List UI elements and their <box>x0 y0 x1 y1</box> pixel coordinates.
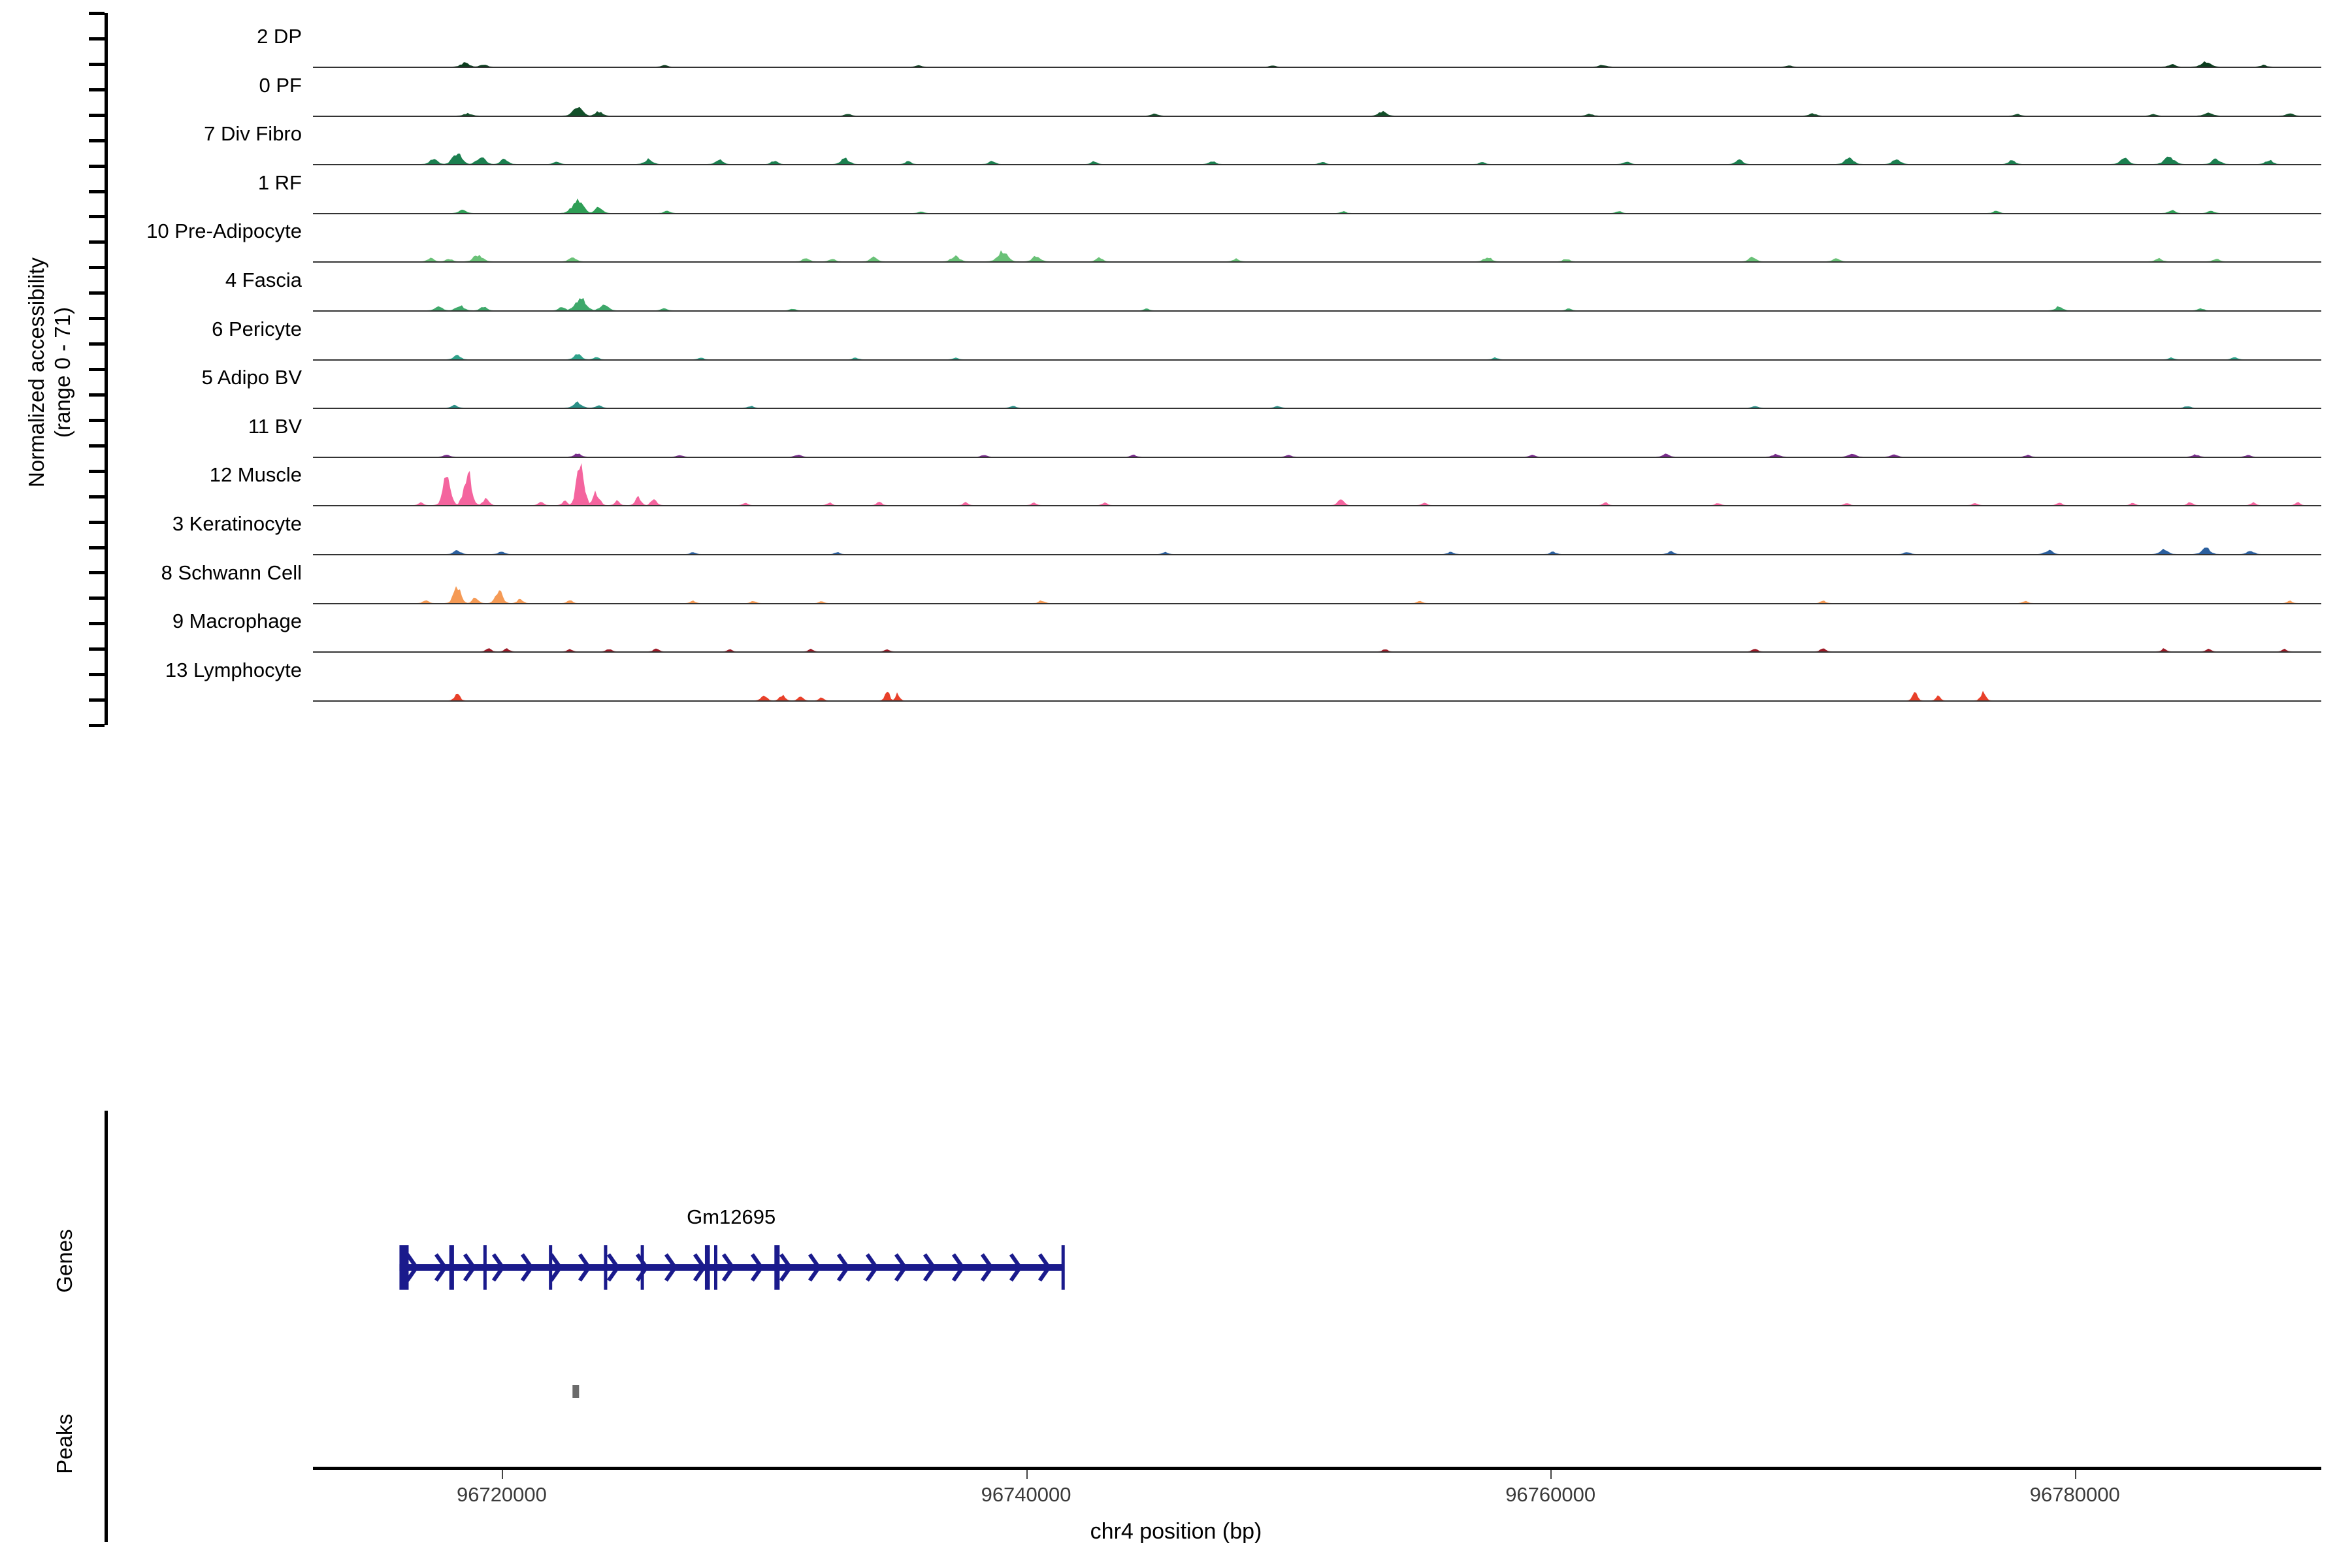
track-baseline <box>313 602 2321 604</box>
track-baseline <box>313 164 2321 166</box>
peaks-section-axis <box>105 1346 108 1542</box>
track-baseline <box>313 554 2321 555</box>
y-axis-tick <box>89 139 105 142</box>
y-axis-tick <box>89 291 105 295</box>
track-signal-dp <box>313 22 2321 67</box>
track-label-dp: 2 DP <box>257 25 302 48</box>
y-axis-tick <box>89 673 105 677</box>
peak-marks[interactable] <box>313 1385 2321 1411</box>
y-axis-tick <box>89 647 105 651</box>
track-label-pericyte: 6 Pericyte <box>212 317 302 340</box>
track-label-schwann-cell: 8 Schwann Cell <box>161 561 302 584</box>
y-axis-tick <box>89 88 105 91</box>
y-axis-tick <box>89 495 105 498</box>
track-signal-bv <box>313 412 2321 457</box>
track-baseline <box>313 261 2321 263</box>
y-axis-tick <box>89 469 105 473</box>
track-baseline <box>313 115 2321 117</box>
y-axis-tick <box>89 546 105 549</box>
track-baseline <box>313 310 2321 312</box>
y-axis-tick <box>89 37 105 41</box>
track-label-macrophage: 9 Macrophage <box>172 610 302 633</box>
track-baseline <box>313 67 2321 68</box>
track-signal-muscle <box>313 461 2321 506</box>
track-label-fascia: 4 Fascia <box>225 269 302 291</box>
x-axis-tick-label: 96760000 <box>1505 1483 1596 1506</box>
track-signal-pf <box>313 71 2321 116</box>
track-label-div-fibro: 7 Div Fibro <box>204 122 302 146</box>
x-axis-tick-label: 96780000 <box>2029 1483 2120 1506</box>
track-baseline <box>313 456 2321 458</box>
track-label-pre-adipocyte: 10 Pre-Adipocyte <box>146 220 302 243</box>
track-baseline <box>313 505 2321 507</box>
y-axis-tick <box>89 215 105 219</box>
y-axis-tick <box>89 596 105 600</box>
y-axis-tick <box>89 571 105 575</box>
gene-body[interactable] <box>313 1228 2321 1307</box>
track-label-bv: 11 BV <box>248 414 302 438</box>
track-signal-fascia <box>313 266 2321 310</box>
track-baseline <box>313 408 2321 410</box>
peaks-section-label: Peaks <box>52 1414 76 1474</box>
y-axis-label-line2: (range 0 - 71) <box>50 307 75 438</box>
track-baseline <box>313 651 2321 653</box>
track-signal-rf <box>313 169 2321 213</box>
y-axis-tick <box>89 62 105 66</box>
track-label-keratinocyte: 3 Keratinocyte <box>172 512 302 535</box>
y-axis-tick <box>89 317 105 321</box>
track-signal-lymphocyte <box>313 656 2321 700</box>
y-axis-tick <box>89 698 105 702</box>
y-axis-label-line1: Normalized accessibility <box>24 257 48 488</box>
x-axis-tick-label: 96720000 <box>456 1483 547 1506</box>
y-axis-tick <box>89 622 105 626</box>
track-signal-pre-adipocyte <box>313 217 2321 262</box>
y-axis-tick <box>89 240 105 244</box>
track-baseline <box>313 359 2321 361</box>
track-label-muscle: 12 Muscle <box>209 463 302 487</box>
x-axis-tick <box>501 1470 503 1479</box>
y-axis-tick <box>89 368 105 371</box>
track-signal-keratinocyte <box>313 510 2321 554</box>
x-axis-tick <box>2074 1470 2076 1479</box>
x-axis-tick-label: 96740000 <box>981 1483 1071 1506</box>
y-axis-tick <box>89 12 105 15</box>
track-signal-pericyte <box>313 315 2321 359</box>
track-signal-schwann-cell <box>313 559 2321 603</box>
track-label-adipo-bv: 5 Adipo BV <box>201 366 302 389</box>
x-axis-tick <box>1026 1470 1028 1479</box>
x-axis-line <box>313 1467 2321 1470</box>
y-axis-tick <box>89 393 105 397</box>
y-axis-tick <box>89 342 105 346</box>
y-axis-tick <box>89 113 105 117</box>
y-axis-label: Normalized accessibility (range 0 - 71) <box>24 16 76 728</box>
track-label-lymphocyte: 13 Lymphocyte <box>165 658 302 681</box>
x-axis-tick <box>1550 1470 1552 1479</box>
track-label-rf: 1 RF <box>257 171 302 194</box>
gene-name-label: Gm12695 <box>687 1205 776 1228</box>
track-baseline <box>313 700 2321 702</box>
track-label-pf: 0 PF <box>259 73 302 97</box>
signal-y-axis-line <box>105 13 108 725</box>
y-axis-tick <box>89 444 105 448</box>
track-baseline <box>313 212 2321 214</box>
genes-section-axis <box>105 1111 108 1411</box>
track-signal-adipo-bv <box>313 363 2321 408</box>
y-axis-tick <box>89 266 105 270</box>
y-axis-tick <box>89 418 105 422</box>
track-signal-div-fibro <box>313 120 2321 165</box>
y-axis-tick <box>89 724 105 727</box>
track-signal-macrophage <box>313 607 2321 652</box>
y-axis-tick <box>89 520 105 524</box>
y-axis-tick <box>89 164 105 168</box>
x-axis-title: chr4 position (bp) <box>1090 1519 1262 1544</box>
y-axis-tick <box>89 189 105 193</box>
